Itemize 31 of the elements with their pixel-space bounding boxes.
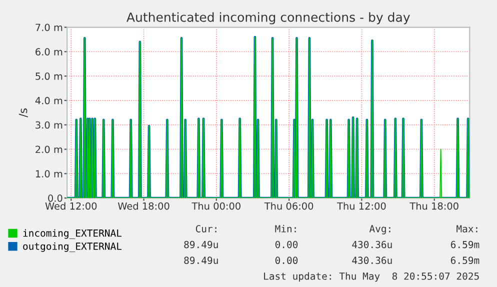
text: 0.00 — [275, 256, 298, 264]
legend-label: incoming_EXTERNAL — [23, 229, 122, 239]
text: 89.49u — [184, 256, 218, 264]
text: Max: — [456, 225, 478, 232]
y-tick-label: 1.0 m — [36, 170, 62, 178]
text: Min: — [275, 224, 296, 232]
y-tick-label: 3.0 m — [36, 121, 62, 129]
x-tick-label: Thu 12:00 — [336, 202, 386, 210]
text: 6.59m — [450, 240, 480, 248]
y-axis-title: /s — [18, 108, 28, 118]
y-tick-label: 5.0 m — [36, 72, 62, 80]
y-tick-label: 6.0 m — [36, 48, 62, 56]
text: 89.49u — [184, 240, 218, 248]
text: 430.36u — [352, 256, 392, 264]
text: 430.36u — [352, 240, 392, 248]
x-tick-label: Thu 06:00 — [264, 202, 314, 210]
x-tick-label: Wed 18:00 — [118, 202, 170, 210]
x-tick-label: Thu 00:00 — [192, 202, 240, 210]
text: 0.00 — [275, 240, 298, 248]
x-tick-label: Wed 12:00 — [45, 202, 97, 210]
legend-label: outgoing_EXTERNAL — [23, 242, 122, 252]
chart-title: Authenticated incoming connections - by day — [126, 12, 410, 24]
text: 6.59m — [450, 256, 480, 264]
text: Cur: — [196, 225, 216, 232]
y-tick-label: 7.0 m — [36, 24, 62, 32]
text: Avg: — [369, 225, 390, 234]
y-tick-label: 0.0 — [48, 194, 62, 202]
y-tick-label: 4.0 m — [35, 96, 62, 104]
text: Last update: Thu May 8 20:55:07 2025 — [264, 272, 479, 282]
y-tick-label: 2.0 m — [36, 146, 62, 154]
x-tick-label: Thu 18:00 — [410, 202, 458, 210]
